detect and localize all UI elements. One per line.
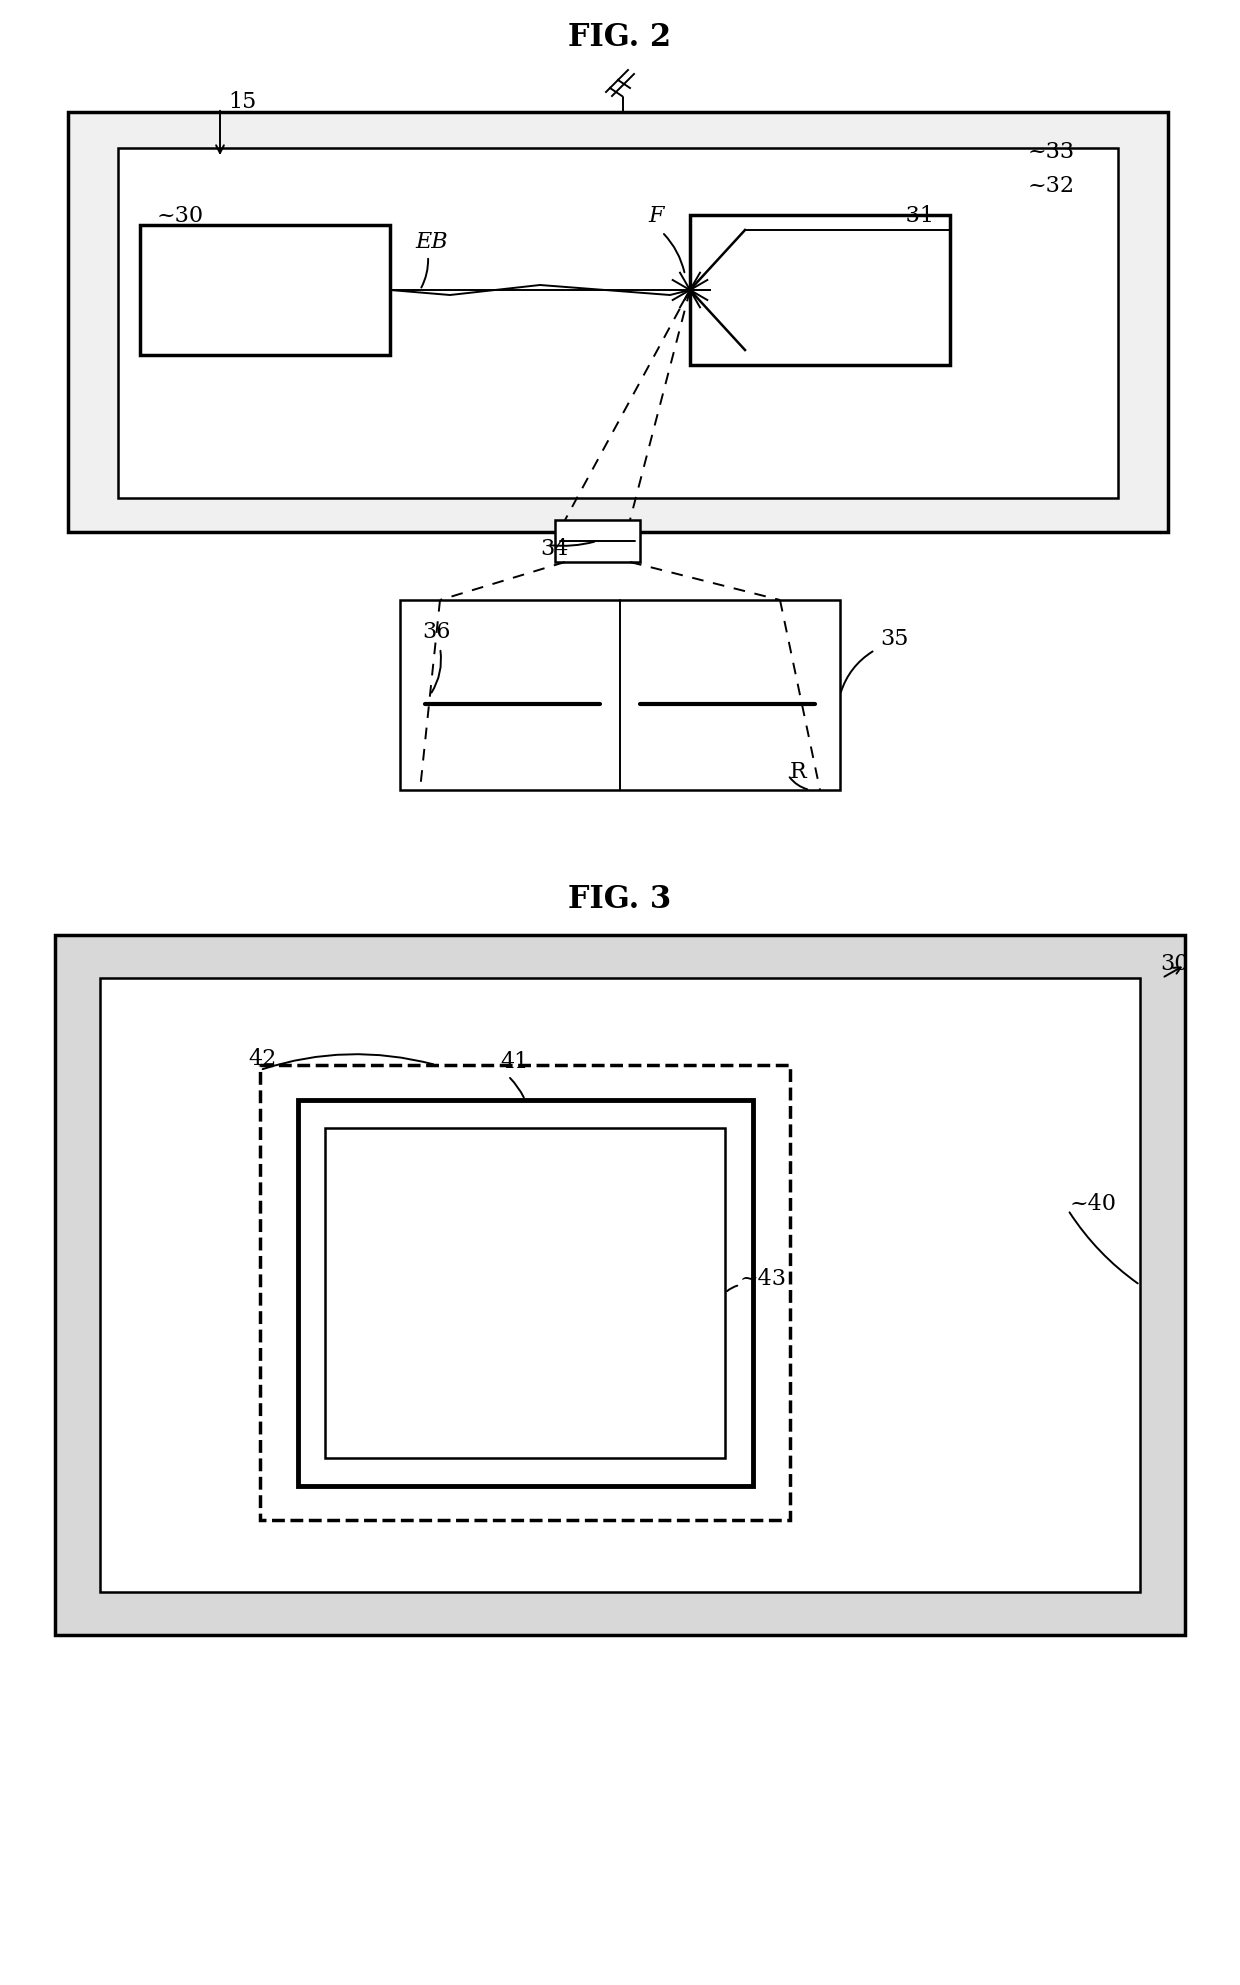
Text: F: F [649,204,663,226]
Bar [55,935,1185,1636]
Text: EB: EB [415,230,448,252]
Bar [260,1066,790,1521]
Text: 41: 41 [500,1050,528,1074]
Bar [118,149,1118,498]
Text: R: R [790,760,807,782]
Bar [556,520,640,562]
Bar [325,1127,725,1459]
Text: ~30: ~30 [157,204,205,226]
Text: 35: 35 [880,627,909,649]
Bar [68,111,1168,532]
Text: ~33: ~33 [1028,141,1075,163]
Bar [298,1100,753,1487]
Text: 34: 34 [539,538,568,560]
Text: 15: 15 [228,91,257,113]
Bar [401,599,839,790]
Text: FIG. 2: FIG. 2 [568,22,672,54]
Bar [140,224,391,355]
Text: FIG. 3: FIG. 3 [568,885,672,915]
Text: ~43: ~43 [740,1268,787,1290]
Text: 30: 30 [1159,953,1188,975]
Text: ~32: ~32 [1028,175,1075,197]
Text: ~31: ~31 [888,204,935,226]
Text: 36: 36 [422,621,450,643]
Bar [100,979,1140,1592]
Bar [689,214,950,365]
Text: 42: 42 [248,1048,277,1070]
Text: ~40: ~40 [1070,1193,1117,1215]
